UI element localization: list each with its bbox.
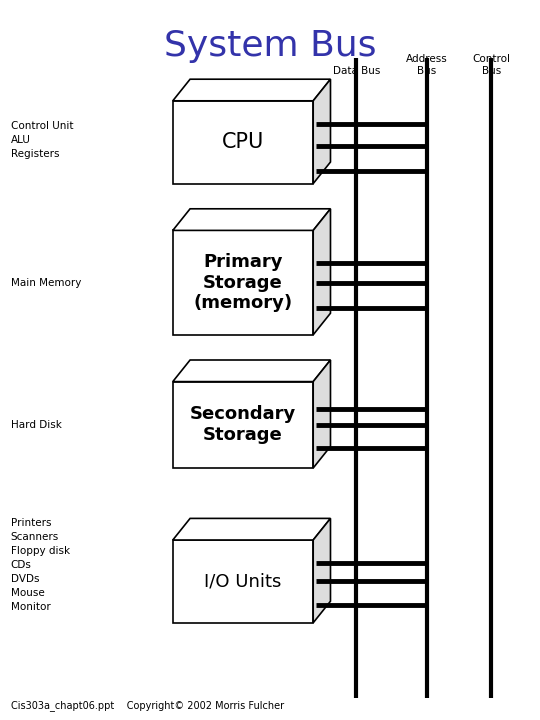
Text: Printers
Scanners
Floppy disk
CDs
DVDs
Mouse
Monitor: Printers Scanners Floppy disk CDs DVDs M… [11,518,70,612]
Text: Data Bus: Data Bus [333,66,380,76]
Polygon shape [313,79,330,184]
Text: Hard Disk: Hard Disk [11,420,62,430]
Polygon shape [173,79,330,101]
Bar [173,101,313,184]
Text: Control
Bus: Control Bus [472,54,510,76]
Polygon shape [173,360,330,382]
Text: Main Memory: Main Memory [11,278,81,288]
Bar [173,382,313,468]
Text: Secondary
Storage: Secondary Storage [190,405,296,444]
Text: I/O Units: I/O Units [204,572,282,590]
Text: System Bus: System Bus [164,29,376,63]
Polygon shape [173,209,330,230]
Polygon shape [313,209,330,335]
Text: Control Unit
ALU
Registers: Control Unit ALU Registers [11,122,73,159]
Polygon shape [173,518,330,540]
Text: CPU: CPU [222,132,264,152]
Text: Cis303a_chapt06.ppt    Copyright© 2002 Morris Fulcher: Cis303a_chapt06.ppt Copyright© 2002 Morr… [11,701,284,711]
Text: Address
Bus: Address Bus [406,54,448,76]
Polygon shape [313,360,330,468]
Bar [173,230,313,335]
Text: Primary
Storage
(memory): Primary Storage (memory) [193,253,293,312]
Bar [173,540,313,623]
Polygon shape [313,518,330,623]
